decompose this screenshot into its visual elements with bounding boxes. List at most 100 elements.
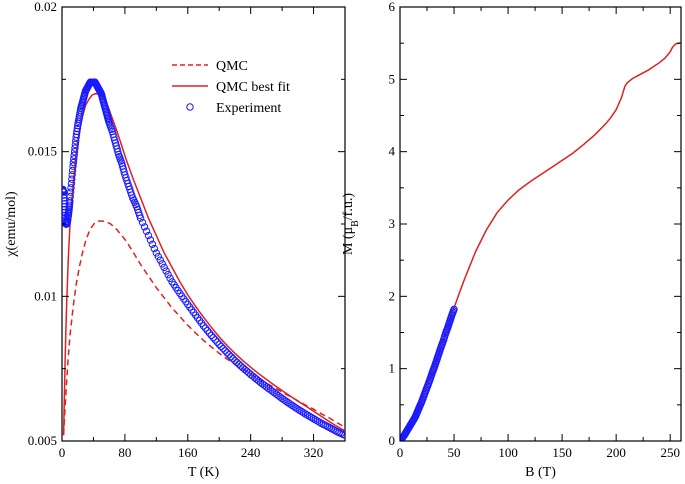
- chi-experiment-point: [221, 346, 229, 355]
- chi-y-tick-label-3: 0.02: [34, 0, 57, 14]
- chi-experiment-point: [68, 175, 76, 183]
- chi-experiment-point: [152, 249, 161, 257]
- chi-experiment-point: [225, 351, 233, 359]
- chi-experiment-point: [227, 352, 235, 361]
- chi-experiment-point: [305, 412, 314, 421]
- chi-experiment-point: [138, 218, 147, 227]
- chi-x-tick-label-320: 320: [304, 445, 324, 460]
- chi-experiment-point: [72, 133, 80, 141]
- chi-experiment-point: [294, 405, 302, 413]
- chi-experiment-point: [71, 144, 79, 152]
- chi-experiment-point: [66, 192, 74, 201]
- chi-experiment-point: [288, 401, 296, 409]
- chi-experiment-point: [237, 362, 245, 370]
- chi-experiment-point: [156, 256, 164, 264]
- mag-x-tick-label-150: 150: [552, 445, 572, 460]
- chi-experiment-point: [301, 410, 310, 418]
- chi-experiment-point: [67, 179, 76, 188]
- chi-experiment-point: [229, 354, 237, 363]
- chi-experiment-point: [217, 342, 225, 351]
- legend-label-experiment: Experiment: [216, 101, 281, 116]
- mag-y-tick-label-2: 2: [389, 288, 396, 303]
- chi-experiment-point: [315, 418, 324, 426]
- mag-y-tick-label-4: 4: [389, 144, 396, 159]
- chi-experiment-point: [290, 402, 298, 411]
- chi-experiment-point: [235, 360, 243, 368]
- y-axis-label-symbol: χ: [4, 250, 19, 258]
- mag-y-tick-label-1: 1: [389, 361, 396, 376]
- mag-series-qmc: [400, 42, 681, 441]
- chi-y-tick-label-2: 0.015: [28, 144, 57, 159]
- y-axis-label-susceptibility: χ(emu/mol): [4, 191, 19, 258]
- chi-experiment-point: [292, 404, 300, 412]
- chi-experiment-point: [313, 417, 322, 425]
- legend-label-qmc: QMC: [216, 59, 248, 74]
- chi-plot-area: [62, 78, 345, 439]
- chi-experiment-point: [114, 147, 122, 156]
- chi-experiment-point: [72, 130, 81, 139]
- x-axis-label-field: B (T): [525, 465, 556, 480]
- chi-experiment-point: [233, 358, 241, 367]
- chi-experiment-point: [205, 329, 214, 337]
- magnetization-ticks: 0 50 100 150 200 250 0 1 2 3 4 5 6: [389, 0, 681, 460]
- chi-experiment-point: [286, 400, 294, 408]
- susceptibility-ticks: 0 80 160 240 320 0.005 0.01 0.015 0.02: [28, 0, 345, 460]
- mag-y-tick-label-3: 3: [389, 216, 396, 231]
- chi-experiment-point: [311, 416, 320, 424]
- chi-x-tick-label-80: 80: [118, 445, 131, 460]
- y-axis-label-unit: (emu/mol): [4, 191, 19, 250]
- chi-experiment-point: [142, 227, 151, 235]
- chi-experiment-point: [73, 127, 81, 136]
- chi-experiment-point: [140, 223, 149, 231]
- chi-experiment-point: [298, 407, 306, 416]
- chi-experiment-point: [67, 184, 75, 192]
- chi-experiment-point: [68, 166, 77, 175]
- chi-experiment-point: [166, 274, 174, 282]
- chi-experiment-point: [219, 344, 227, 353]
- chi-experiment-point: [66, 197, 74, 205]
- magnetization-panel: 0 50 100 150 200 250 0 1 2 3 4 5 6 B (T) M (μB/f.u.): [341, 0, 682, 480]
- chi-experiment-point: [199, 322, 208, 330]
- chi-experiment-point: [300, 409, 308, 417]
- chi-experiment-point: [69, 158, 78, 167]
- chi-experiment-point: [309, 415, 318, 423]
- chi-experiment-point: [62, 188, 68, 196]
- chi-experiment-point: [66, 188, 75, 196]
- chi-experiment-point: [341, 431, 345, 439]
- chi-experiment-point: [213, 338, 221, 346]
- x-axis-label-temperature: T (K): [188, 465, 220, 480]
- y-axis-label-magnetization: M (μB/f.u.): [341, 193, 361, 255]
- legend: QMC QMC best fit Experiment: [172, 59, 290, 116]
- mag-y-tick-label-6: 6: [389, 0, 396, 14]
- susceptibility-panel: 0 80 160 240 320 0.005 0.01 0.015 0.02 T (K) χ(e…: [4, 0, 346, 480]
- chi-experiment-point: [70, 151, 78, 159]
- susceptibility-data: [62, 78, 345, 439]
- chi-experiment-point: [201, 324, 210, 332]
- chi-experiment-point: [68, 171, 76, 179]
- magnetization-data: [400, 42, 681, 441]
- mag-x-tick-label-200: 200: [606, 445, 626, 460]
- chi-y-tick-label-0: 0.005: [28, 433, 57, 448]
- chi-experiment-point: [209, 333, 218, 342]
- legend-marker-experiment: [186, 103, 194, 111]
- chi-experiment-point: [158, 260, 166, 268]
- chi-experiment-point: [215, 340, 223, 349]
- mag-plot-area: [400, 42, 681, 441]
- mag-y-tick-label-5: 5: [389, 71, 396, 86]
- mag-x-tick-label-100: 100: [498, 445, 518, 460]
- mag-x-tick-label-50: 50: [448, 445, 461, 460]
- chi-series-qmc: [62, 220, 345, 436]
- chi-experiment-point: [70, 155, 78, 163]
- chi-experiment-point: [136, 214, 145, 222]
- chi-experiment-point: [144, 231, 153, 240]
- chi-experiment-point: [203, 326, 212, 335]
- chi-experiment-point: [62, 200, 69, 208]
- mag-y-tick-label-0: 0: [389, 433, 396, 448]
- chi-experiment-point: [303, 411, 312, 419]
- mag-x-tick-label-250: 250: [660, 445, 680, 460]
- chi-experiment-point: [148, 240, 157, 248]
- chi-experiment-point: [69, 162, 77, 170]
- chi-experiment-point: [160, 263, 168, 272]
- chi-y-tick-label-1: 0.01: [34, 288, 57, 303]
